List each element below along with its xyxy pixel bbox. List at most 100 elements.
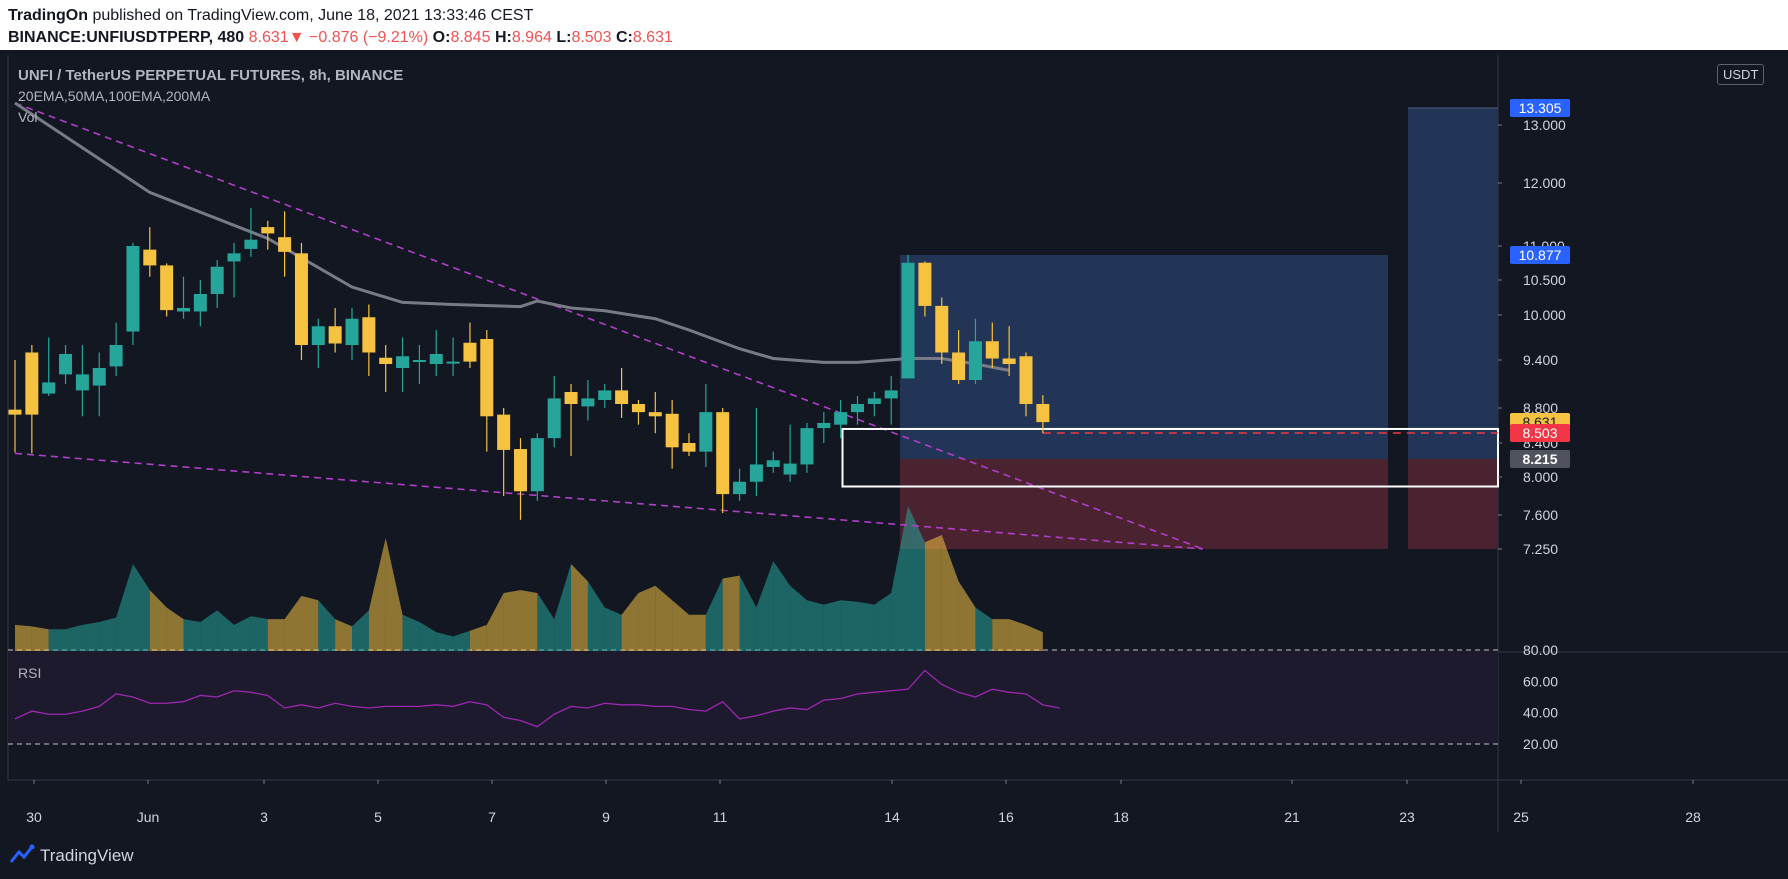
candle-body xyxy=(615,390,629,404)
moving-average-line xyxy=(14,101,1010,372)
candle xyxy=(345,308,359,360)
volume-area xyxy=(958,581,976,651)
candle xyxy=(733,468,747,501)
volume-area xyxy=(1026,624,1043,651)
candle xyxy=(1019,352,1033,417)
candle xyxy=(884,376,898,425)
far-stop-zone xyxy=(1408,459,1498,549)
volume-area xyxy=(234,616,251,651)
candle xyxy=(1002,326,1016,376)
price-label-text: 13.305 xyxy=(1519,100,1562,116)
x-tick-label: 21 xyxy=(1284,809,1300,825)
candle xyxy=(143,227,157,277)
volume-area xyxy=(419,622,437,651)
candle-body xyxy=(244,239,258,249)
y-tick-label: 10.500 xyxy=(1523,272,1566,288)
x-tick-label: 3 xyxy=(260,809,268,825)
candle-body xyxy=(396,356,410,368)
volume-area xyxy=(571,564,588,651)
volume-area xyxy=(436,632,454,651)
candle xyxy=(109,322,123,376)
candle xyxy=(278,211,292,277)
price-label-text: 10.877 xyxy=(1519,247,1562,263)
open-label: O: xyxy=(432,29,451,46)
y-tick-label: 7.600 xyxy=(1523,507,1558,523)
volume-area xyxy=(604,607,622,651)
candle-body xyxy=(362,317,376,353)
candle xyxy=(429,330,443,376)
volume-area xyxy=(200,610,218,651)
price-label-entry: 8.215 xyxy=(1510,450,1570,468)
candle-body xyxy=(379,357,393,364)
volume-area xyxy=(503,590,521,651)
volume-area xyxy=(453,630,470,651)
volume-area xyxy=(318,600,336,651)
indicators-legend[interactable]: 20EMA,50MA,100EMA,200MA xyxy=(18,88,211,104)
volume-legend[interactable]: Vol xyxy=(18,109,38,125)
candle-body xyxy=(345,318,359,345)
volume-area xyxy=(554,564,572,651)
trendline xyxy=(14,102,1204,550)
candle-body xyxy=(1036,404,1050,423)
candle xyxy=(497,408,511,496)
price-label-text: 8.503 xyxy=(1522,425,1557,441)
volume-area xyxy=(790,585,807,651)
candle xyxy=(682,433,696,456)
candle-body xyxy=(429,354,443,364)
candle xyxy=(75,345,89,417)
publish-header: TradingOn published on TradingView.com, … xyxy=(0,0,1788,50)
candle-body xyxy=(783,463,797,475)
stop-zone xyxy=(900,459,1388,549)
down-arrow-icon: ▼ xyxy=(288,29,305,46)
candle xyxy=(92,352,106,417)
candle-body xyxy=(952,352,966,380)
volume-area xyxy=(722,575,740,651)
x-tick-label: 9 xyxy=(602,809,610,825)
currency-button[interactable]: USDT xyxy=(1717,64,1765,85)
candle-body xyxy=(682,443,696,452)
candle-body xyxy=(143,249,157,266)
x-tick-label: 30 xyxy=(26,809,42,825)
candle xyxy=(699,384,713,467)
candle-body xyxy=(581,398,595,407)
volume-area xyxy=(924,535,942,651)
candle-body xyxy=(42,382,56,394)
publish-info: TradingOn published on TradingView.com, … xyxy=(8,7,533,25)
volume-area xyxy=(99,617,117,651)
x-tick-label: 5 xyxy=(374,809,382,825)
price-chart[interactable]: 13.00012.00011.00010.50010.0009.4008.800… xyxy=(0,50,1788,832)
y-tick-label: 9.400 xyxy=(1523,352,1558,368)
y-tick-label: 7.250 xyxy=(1523,541,1558,557)
x-tick-label: 28 xyxy=(1685,809,1701,825)
volume-area xyxy=(469,624,487,651)
candle xyxy=(716,408,730,514)
rsi-band xyxy=(8,650,1498,744)
rsi-legend[interactable]: RSI xyxy=(18,665,42,681)
candle-body xyxy=(75,374,89,391)
candle-body xyxy=(968,341,982,380)
volume-area xyxy=(520,590,538,651)
high-label: H: xyxy=(494,29,512,46)
volume-area xyxy=(587,581,605,651)
candle-body xyxy=(800,428,814,465)
candle xyxy=(834,400,848,439)
volume-area xyxy=(857,601,875,651)
volume-area xyxy=(352,610,369,651)
volume-area xyxy=(655,585,673,651)
candle xyxy=(362,304,376,376)
volume-area xyxy=(823,600,841,651)
candle xyxy=(177,276,190,319)
volume-area xyxy=(486,593,504,651)
candle xyxy=(412,345,426,384)
candle-body xyxy=(867,398,881,404)
footer-brand[interactable]: TradingView xyxy=(40,846,134,865)
volume-area xyxy=(537,593,555,651)
candle xyxy=(294,242,308,360)
candle-body xyxy=(177,308,190,312)
candle-body xyxy=(227,253,241,262)
price-label-target: 10.877 xyxy=(1510,246,1570,264)
candle-body xyxy=(547,398,561,439)
candle xyxy=(210,260,224,308)
price-label-bg xyxy=(1510,246,1570,264)
author-name[interactable]: TradingOn xyxy=(8,7,88,24)
